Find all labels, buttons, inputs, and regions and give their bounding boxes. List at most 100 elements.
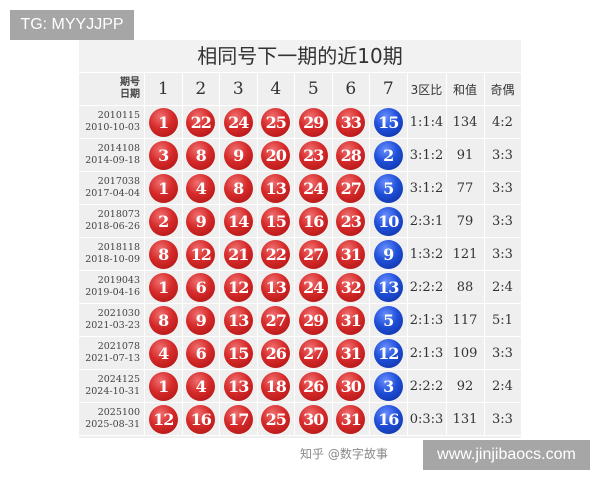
issue-number: 2021078 (97, 341, 140, 352)
ball-cell: 13 (258, 172, 295, 204)
red-ball: 29 (298, 107, 328, 137)
red-ball: 30 (298, 404, 328, 434)
draw-date: 2018-10-09 (85, 254, 140, 265)
ball-cell: 9 (370, 238, 408, 270)
odd-even-cell: 3:3 (492, 411, 513, 427)
blue-ball: 15 (373, 107, 403, 137)
blue-ball: 16 (373, 404, 403, 434)
sum-cell: 117 (447, 304, 485, 336)
ball-cell: 24 (295, 271, 333, 303)
odd-even-cell: 2:4 (492, 279, 513, 295)
red-ball: 8 (148, 305, 178, 335)
table-row: 2017038 2017-04-04 1 4 8 13 24 27 5 3:1:2 77 3:3 (79, 172, 521, 205)
ball-cell: 24 (220, 106, 258, 138)
red-ball: 6 (186, 338, 216, 368)
red-ball: 27 (298, 239, 328, 269)
header-col-6: 6 (333, 73, 370, 105)
ball-cell: 30 (333, 370, 370, 402)
red-ball: 27 (298, 338, 328, 368)
red-ball: 31 (336, 305, 366, 335)
ball-cell: 4 (145, 337, 183, 369)
red-ball: 15 (261, 206, 291, 236)
issue-number: 2017038 (97, 176, 140, 187)
ball-cell: 25 (258, 106, 295, 138)
ball-cell: 12 (183, 238, 220, 270)
ball-cell: 29 (295, 304, 333, 336)
ball-cell: 15 (370, 106, 408, 138)
issue-number: 2018073 (97, 209, 140, 220)
red-ball: 14 (223, 206, 253, 236)
sum-cell: 134 (447, 106, 485, 138)
ball-cell: 21 (220, 238, 258, 270)
red-ball: 31 (336, 404, 366, 434)
ball-cell: 31 (333, 337, 370, 369)
red-ball: 21 (223, 239, 253, 269)
ball-cell: 32 (333, 271, 370, 303)
red-ball: 25 (261, 107, 291, 137)
site-label: www.jinjibaocs.com (423, 440, 590, 470)
ball-cell: 6 (183, 337, 220, 369)
ball-cell: 17 (220, 403, 258, 435)
blue-ball: 2 (373, 140, 403, 170)
ball-cell: 18 (258, 370, 295, 402)
ball-cell: 27 (295, 238, 333, 270)
ball-cell: 12 (145, 403, 183, 435)
lottery-table: 相同号下一期的近10期 期号 日期 1 2 3 4 5 6 7 3区比 和值 奇… (79, 40, 521, 438)
ball-cell: 16 (295, 205, 333, 237)
red-ball: 1 (148, 173, 178, 203)
ball-cell: 10 (370, 205, 408, 237)
ratio-cell: 3:1:2 (408, 139, 447, 171)
red-ball: 30 (336, 371, 366, 401)
ball-cell: 13 (220, 370, 258, 402)
red-ball: 4 (186, 173, 216, 203)
issue-date-cell: 2018073 2018-06-26 (79, 205, 145, 237)
ball-cell: 3 (145, 139, 183, 171)
red-ball: 18 (261, 371, 291, 401)
ratio-cell: 2:3:1 (408, 205, 447, 237)
table-row: 2018073 2018-06-26 2 9 14 15 16 23 10 2:3:1 79 3:3 (79, 205, 521, 238)
red-ball: 4 (148, 338, 178, 368)
sum-cell: 77 (447, 172, 485, 204)
ratio-cell: 0:3:3 (408, 403, 447, 435)
ball-cell: 9 (183, 304, 220, 336)
odd-even-cell: 3:3 (492, 213, 513, 229)
blue-ball: 9 (373, 239, 403, 269)
issue-number: 2010115 (97, 110, 140, 121)
ball-cell: 25 (258, 403, 295, 435)
issue-date-cell: 2021030 2021-03-23 (79, 304, 145, 336)
red-ball: 16 (298, 206, 328, 236)
ball-cell: 22 (183, 106, 220, 138)
red-ball: 17 (223, 404, 253, 434)
issue-date-cell: 2024125 2024-10-31 (79, 370, 145, 402)
issue-date-cell: 2021078 2021-07-13 (79, 337, 145, 369)
blue-ball: 3 (373, 371, 403, 401)
red-ball: 1 (148, 272, 178, 302)
red-ball: 1 (148, 107, 178, 137)
table-row: 2021078 2021-07-13 4 6 15 26 27 31 12 2:1:3 109 3:… (79, 337, 521, 370)
red-ball: 23 (336, 206, 366, 236)
red-ball: 1 (148, 371, 178, 401)
ball-cell: 33 (333, 106, 370, 138)
header-col-5: 5 (295, 73, 333, 105)
sum-cell: 131 (447, 403, 485, 435)
ball-cell: 16 (183, 403, 220, 435)
issue-number: 2025100 (97, 407, 140, 418)
ball-cell: 2 (370, 139, 408, 171)
draw-date: 2021-07-13 (85, 353, 140, 364)
draw-date: 2018-06-26 (85, 221, 140, 232)
header-odd-even: 奇偶 (490, 82, 515, 97)
red-ball: 9 (186, 206, 216, 236)
red-ball: 26 (298, 371, 328, 401)
ball-cell: 31 (333, 238, 370, 270)
ratio-cell: 1:3:2 (408, 238, 447, 270)
red-ball: 2 (148, 206, 178, 236)
ball-cell: 9 (183, 205, 220, 237)
table-row: 2019043 2019-04-16 1 6 12 13 24 32 13 2:2:2 88 2:4 (79, 271, 521, 304)
ball-cell: 27 (258, 304, 295, 336)
ball-cell: 5 (370, 172, 408, 204)
red-ball: 24 (298, 173, 328, 203)
ball-cell: 24 (295, 172, 333, 204)
issue-date-cell: 2018118 2018-10-09 (79, 238, 145, 270)
draw-date: 2010-10-03 (85, 122, 140, 133)
issue-number: 2018118 (97, 242, 140, 253)
